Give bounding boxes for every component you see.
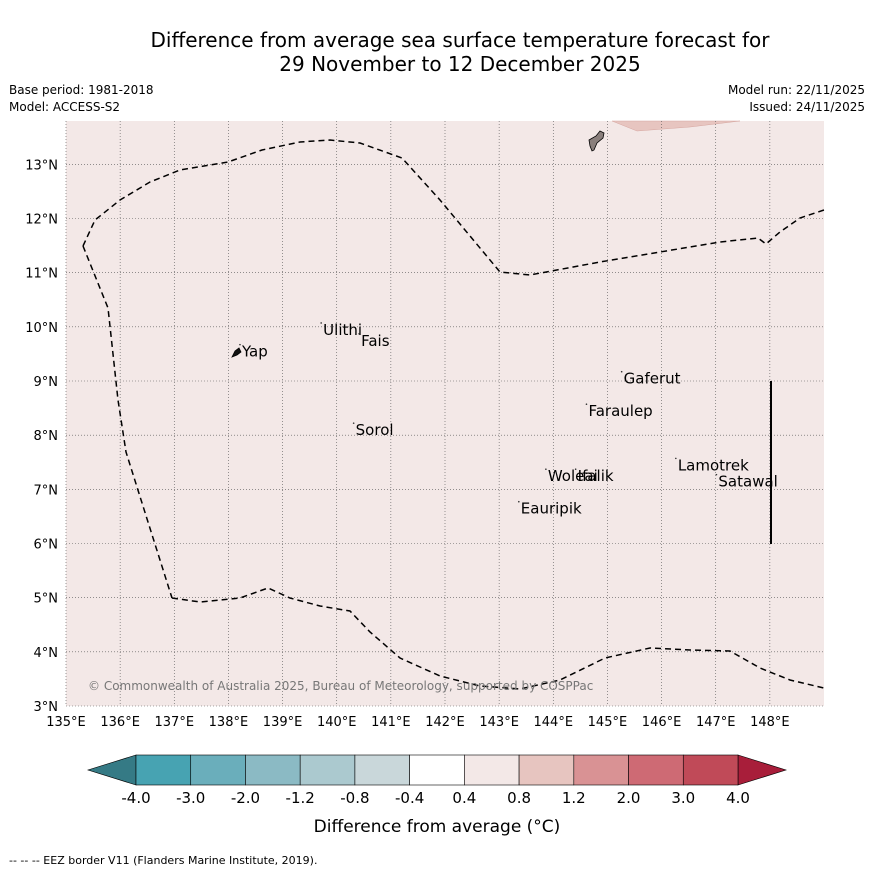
island-dot (518, 500, 520, 503)
colorbar-over-arrow (737, 754, 788, 786)
model-run: Model run: 22/11/2025 (727, 83, 865, 97)
y-tick-label: 10°N (25, 321, 58, 336)
colorbar-segment (299, 754, 356, 786)
place-label-woleai: Woleai (548, 467, 598, 485)
island-dot (320, 322, 322, 324)
guam-island (588, 130, 605, 152)
x-tick-label: 137°E (155, 715, 195, 730)
island-dot (358, 332, 360, 335)
footer-note: -- -- -- EEZ border V11 (Flanders Marine… (9, 854, 318, 867)
colorbar-title: Difference from average (°C) (314, 817, 561, 837)
eez-border-west (82, 245, 173, 599)
place-label-eauripik: Eauripik (521, 500, 582, 518)
x-tick-label: 141°E (371, 715, 411, 730)
place-label-sorol: Sorol (356, 421, 394, 439)
x-tick-label: 144°E (534, 715, 574, 730)
place-label-lamotrek: Lamotrek (678, 456, 749, 474)
y-tick-label: 6°N (34, 538, 59, 553)
colorbar-segment (518, 754, 575, 786)
island-dot (620, 370, 623, 373)
colorbar: -4.0 -3.0 -2.0 -1.2 -0.8 -0.4 0.4 0.8 1.2 2.0 3.0 4… (86, 754, 788, 807)
colorbar-under-arrow (86, 754, 137, 786)
place-label-ifalik: Ifalik (578, 467, 614, 485)
base-period: Base period: 1981-2018 (9, 83, 154, 97)
y-tick-label: 7°N (34, 483, 59, 498)
y-tick-label: 5°N (34, 592, 59, 607)
island-dot (352, 422, 355, 424)
colorbar-tick-label: 2.0 (617, 789, 641, 807)
yap-island (231, 347, 242, 358)
x-tick-label: 143°E (479, 715, 519, 730)
y-tick-label: 8°N (34, 429, 59, 444)
eez-border-north (82, 139, 825, 276)
colorbar-tick-label: -0.4 (395, 789, 424, 807)
colorbar-tick-label: -4.0 (121, 789, 150, 807)
place-label-faraulep: Faraulep (588, 402, 652, 420)
colorbar-segment (135, 754, 192, 786)
place-label-fais: Fais (361, 332, 390, 350)
map-title: Difference from average sea surface temp… (0, 28, 873, 76)
colorbar-segment (409, 754, 465, 786)
island-dot (585, 403, 588, 406)
colorbar-tick-label: 0.4 (452, 789, 476, 807)
x-tick-label: 148°E (750, 715, 790, 730)
place-label-ulithi: Ulithi (323, 321, 362, 339)
place-label-gaferut: Gaferut (624, 370, 681, 388)
place-label-yap: Yap (241, 343, 268, 361)
x-tick-label: 147°E (696, 715, 736, 730)
meta-right: Model run: 22/11/2025 Issued: 24/11/2025 (728, 83, 865, 117)
x-tick-label: 138°E (209, 715, 249, 730)
y-tick-label: 12°N (25, 213, 58, 228)
x-tick-label: 142°E (425, 715, 465, 730)
island-dot (545, 468, 547, 471)
x-tick-label: 146°E (642, 715, 682, 730)
colorbar-tick-label: 3.0 (671, 789, 695, 807)
place-label-satawal: Satawal (718, 473, 777, 491)
colorbar-segment (245, 754, 301, 786)
colorbar-segment (354, 754, 410, 786)
island-dot (715, 473, 718, 476)
colorbar-tick-label: -1.2 (286, 789, 315, 807)
colorbar-segment (464, 754, 520, 786)
x-tick-label: 136°E (100, 715, 140, 730)
model-name: Model: ACCESS-S2 (9, 100, 121, 114)
title-line-2: 29 November to 12 December 2025 (279, 52, 641, 76)
meta-left: Base period: 1981-2018 Model: ACCESS-S2 (9, 83, 154, 117)
title-line-1: Difference from average sea surface temp… (150, 28, 770, 52)
y-tick-label: 4°N (34, 646, 59, 661)
issued-date: Issued: 24/11/2025 (749, 100, 865, 114)
island-dot (675, 457, 677, 460)
colorbar-segment (628, 754, 684, 786)
island-dot (239, 343, 241, 346)
colorbar-tick-label: -2.0 (231, 789, 260, 807)
y-axis-ticks: 3°N 4°N 5°N 6°N 7°N 8°N 9°N 10°N 11°N 12°N 13°N (25, 158, 58, 715)
y-tick-label: 9°N (34, 375, 59, 390)
x-tick-label: 145°E (588, 715, 628, 730)
eez-border-south (171, 587, 825, 690)
colorbar-tick-label: 1.2 (562, 789, 586, 807)
warm-anomaly-patch (611, 120, 741, 132)
y-tick-label: 11°N (25, 267, 58, 282)
colorbar-segment (573, 754, 629, 786)
y-tick-label: 13°N (25, 158, 58, 173)
x-tick-label: 139°E (263, 715, 303, 730)
x-tick-label: 135°E (46, 715, 86, 730)
island-dot (574, 468, 577, 471)
colorbar-tick-label: -3.0 (176, 789, 205, 807)
colorbar-segment (682, 754, 739, 786)
colorbar-tick-label: 4.0 (726, 789, 750, 807)
x-axis-ticks: 135°E 136°E 137°E 138°E 139°E 140°E 141°E 142°E… (46, 715, 789, 730)
colorbar-tick-label: 0.8 (507, 789, 531, 807)
colorbar-tick-label: -0.8 (340, 789, 369, 807)
gridlines (65, 121, 824, 707)
copyright-text: © Commonwealth of Australia 2025, Bureau… (88, 679, 593, 693)
y-tick-label: 3°N (34, 700, 59, 715)
x-tick-label: 140°E (317, 715, 357, 730)
colorbar-segment (190, 754, 246, 786)
